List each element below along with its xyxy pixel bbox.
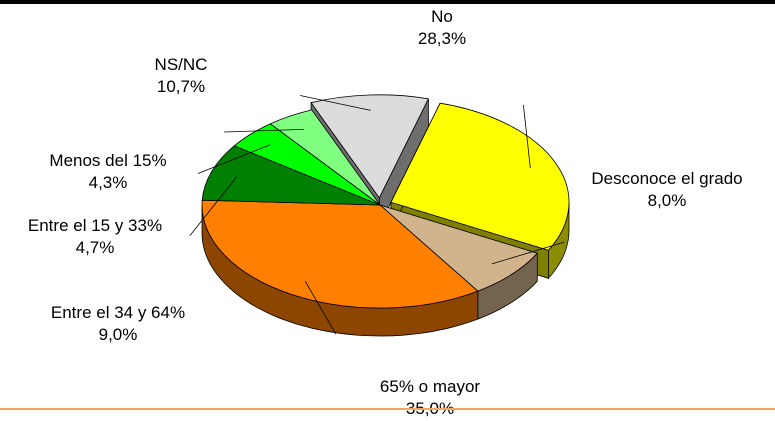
slice-value-label: 10,7% <box>157 77 205 96</box>
slice-category: NS/NC <box>155 55 208 74</box>
top-divider <box>0 0 775 4</box>
slice-category: Entre el 34 y 64% <box>51 303 185 322</box>
slice-label-menos-del-15: Menos del 15% 4,3% <box>49 151 166 192</box>
pie-labels: No 28,3% Desconoce el grado 8,0% 65% o mayor… <box>28 7 743 418</box>
leader-line-menos-del-15 <box>224 129 304 133</box>
slice-value-label: 4,7% <box>76 238 115 257</box>
pie-slice-menos-del-15 <box>269 109 381 206</box>
leader-line-desconoce-el-grado <box>491 241 565 265</box>
slice-label-no: No 28,3% <box>418 7 466 48</box>
pie-slice-ns-nc <box>310 94 429 199</box>
slice-label-entre-el-15-y-33: Entre el 15 y 33% 4,7% <box>28 216 162 257</box>
pie-slice-entre-el-34-y-64 <box>201 145 381 206</box>
slice-label-entre-el-34-y-64: Entre el 34 y 64% 9,0% <box>51 303 185 344</box>
bottom-divider <box>0 408 775 410</box>
leader-line-entre-el-34-y-64 <box>189 176 238 237</box>
leader-line-ns-nc <box>300 95 371 111</box>
slice-category: No <box>431 7 453 26</box>
slice-label-ns-nc: NS/NC 10,7% <box>155 55 208 96</box>
slice-category: Entre el 15 y 33% <box>28 216 162 235</box>
slice-label-65-o-mayor: 65% o mayor 35,0% <box>380 377 480 418</box>
leader-line-no <box>523 104 531 168</box>
slice-category: Menos del 15% <box>49 151 166 170</box>
slice-value-label: 9,0% <box>99 325 138 344</box>
leader-line-entre-el-15-y-33 <box>197 144 271 174</box>
slice-category: Desconoce el grado <box>591 169 742 188</box>
pie-slice-desconoce-el-grado <box>379 204 539 292</box>
slice-value-label: 4,3% <box>89 173 128 192</box>
pie-slice-65-o-mayor <box>201 199 479 309</box>
slice-label-desconoce-el-grado: Desconoce el grado 8,0% <box>591 169 742 210</box>
pie-slice-no <box>390 102 570 251</box>
slice-value-label: 8,0% <box>648 191 687 210</box>
leader-line-65-o-mayor <box>304 280 337 335</box>
pie-tops <box>201 94 570 309</box>
slice-value-label: 28,3% <box>418 29 466 48</box>
slice-category: 65% o mayor <box>380 377 480 396</box>
